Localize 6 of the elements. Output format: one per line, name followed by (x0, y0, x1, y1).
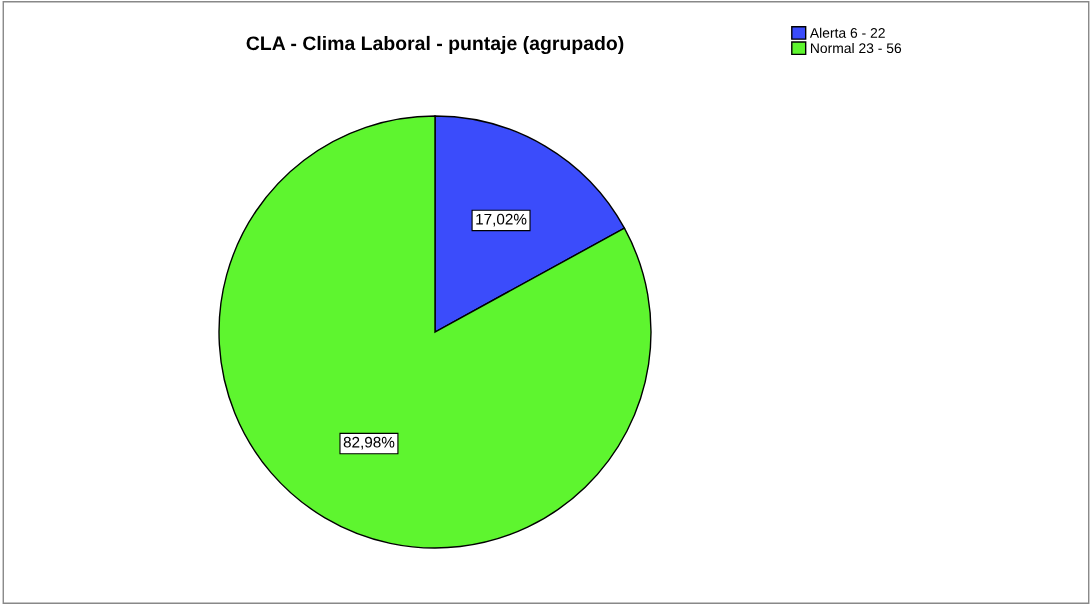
chart-title: CLA - Clima Laboral - puntaje (agrupado) (246, 35, 624, 55)
data-label: 17,02% (476, 213, 527, 227)
pie-slice (218, 115, 652, 549)
data-label: 82,98% (343, 436, 395, 450)
legend-label: Alerta 6 - 22 (809, 27, 885, 38)
legend-label: Normal 23 - 56 (810, 42, 902, 54)
